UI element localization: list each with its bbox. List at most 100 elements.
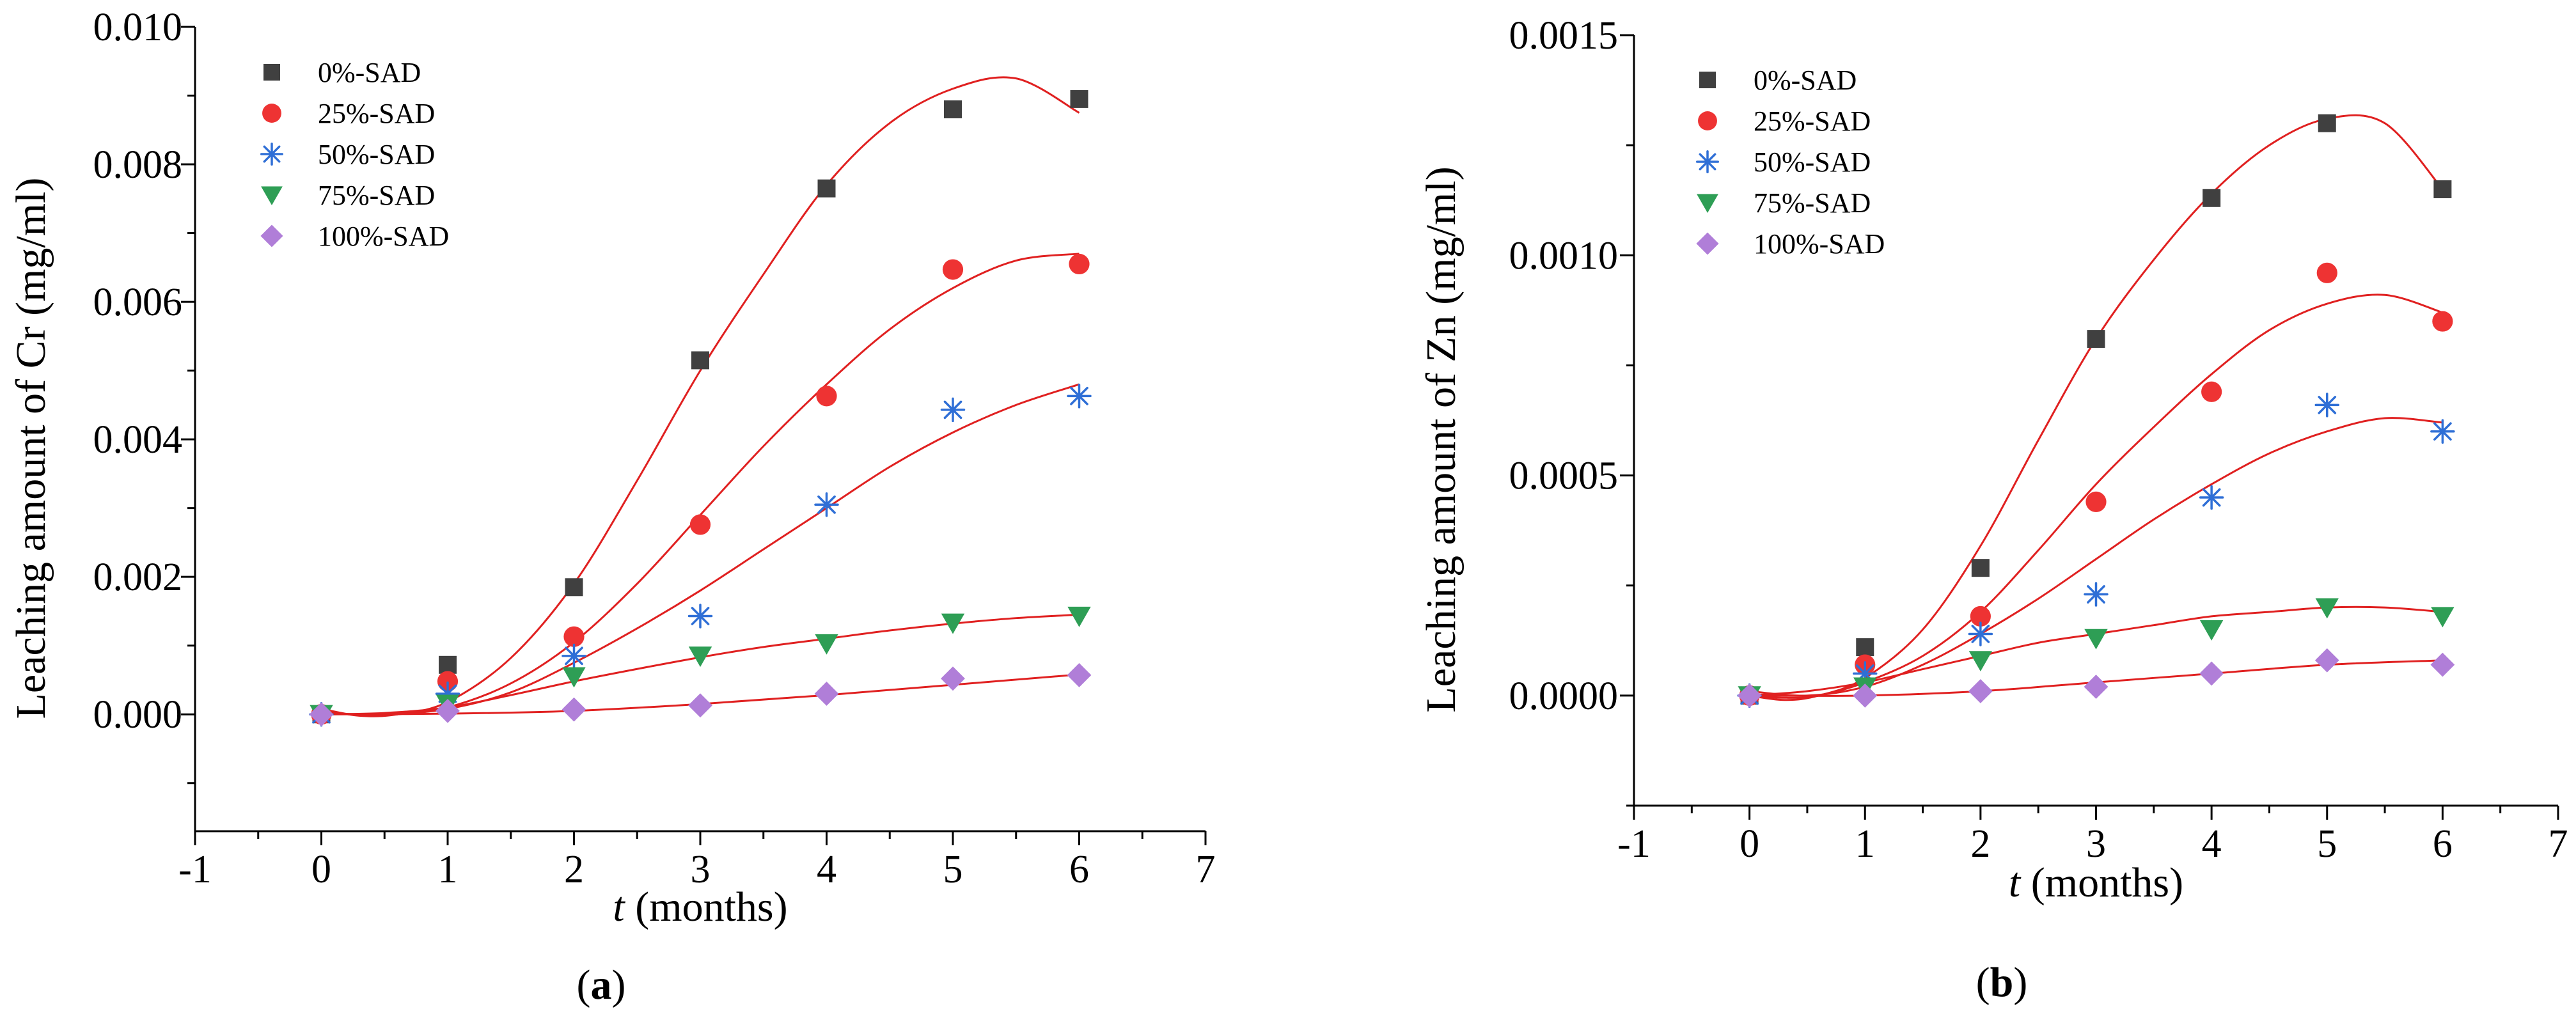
- marker-asterisk: [1067, 384, 1092, 409]
- marker-diamond: [309, 702, 334, 727]
- marker-diamond: [260, 224, 283, 247]
- marker-diamond: [436, 698, 460, 723]
- x-axis-label: t (months): [2009, 859, 2183, 906]
- marker-asterisk: [562, 643, 586, 669]
- y-tick-label: 0.000: [93, 693, 183, 737]
- marker-triangle: [941, 613, 965, 634]
- marker-asterisk: [260, 143, 283, 166]
- asterisk-stroke: [817, 495, 836, 514]
- asterisk-stroke: [943, 400, 962, 419]
- y-axis-label: Leaching amount of Cr (mg/ml): [8, 178, 54, 719]
- marker-square: [817, 179, 836, 198]
- marker-asterisk: [687, 604, 713, 629]
- y-tick-label: 0.006: [93, 281, 183, 324]
- marker-circle: [942, 259, 964, 280]
- x-tick-label: 1: [438, 848, 458, 891]
- y-tick-label: 0.0000: [1509, 675, 1619, 718]
- marker-triangle: [261, 186, 283, 206]
- marker-triangle: [2084, 629, 2108, 650]
- asterisk-stroke: [565, 646, 583, 666]
- caption-open: (: [577, 962, 591, 1008]
- x-tick-label: 3: [2086, 822, 2106, 866]
- marker-square: [944, 100, 962, 119]
- marker-circle: [1698, 111, 1717, 130]
- marker-circle: [2201, 381, 2222, 402]
- marker-square: [2203, 189, 2221, 207]
- marker-circle: [262, 104, 281, 123]
- marker-triangle: [562, 667, 586, 688]
- marker-diamond: [1737, 683, 1762, 708]
- asterisk-stroke: [2433, 422, 2452, 441]
- asterisk-stroke: [2318, 396, 2337, 414]
- x-tick-label: -1: [178, 848, 212, 891]
- x-tick-label: 0: [1740, 822, 1759, 866]
- marker-asterisk: [1968, 621, 1993, 646]
- caption-letter: a: [591, 962, 612, 1008]
- marker-square: [2087, 330, 2105, 348]
- legend-label: 75%-SAD: [318, 180, 435, 211]
- marker-asterisk: [2314, 393, 2339, 418]
- marker-circle: [2432, 311, 2453, 332]
- marker-diamond: [562, 697, 586, 722]
- caption-letter: b: [1990, 959, 2014, 1006]
- marker-circle: [437, 671, 459, 692]
- y-tick-label: 0.010: [93, 6, 183, 49]
- y-tick-label: 0.008: [93, 143, 183, 187]
- marker-asterisk: [2199, 485, 2224, 510]
- marker-asterisk: [814, 492, 839, 517]
- x-axis-label-symbol: t: [2009, 859, 2022, 906]
- marker-diamond: [1968, 679, 1993, 703]
- x-tick-label: 1: [1855, 822, 1875, 866]
- marker-circle: [1970, 606, 1991, 627]
- panel-caption: (b): [1976, 959, 2028, 1006]
- x-tick-label: 2: [1970, 822, 1990, 866]
- y-tick-label: 0.004: [93, 418, 183, 462]
- asterisk-stroke: [2202, 488, 2221, 507]
- fit-curve: [321, 76, 1080, 717]
- legend-label: 100%-SAD: [318, 221, 449, 252]
- panel-caption: (a): [577, 962, 626, 1008]
- asterisk-stroke: [263, 145, 281, 163]
- x-tick-label: 4: [817, 848, 836, 891]
- x-tick-label: 3: [691, 848, 711, 891]
- marker-diamond: [1696, 232, 1719, 255]
- marker-diamond: [814, 682, 839, 706]
- x-axis-label-symbol: t: [613, 884, 625, 930]
- asterisk-stroke: [1971, 625, 1990, 643]
- marker-triangle: [1968, 651, 1993, 672]
- panel-b: -1 0 1 2 3 4 5 6 7 0.0000 0.0005 0.0010 0.0015 t (mon…: [1418, 14, 2568, 1006]
- caption-close: ): [2013, 959, 2027, 1006]
- marker-square: [1699, 72, 1716, 88]
- y-tick-label: 0.0005: [1509, 455, 1619, 498]
- x-tick-label: 7: [1196, 848, 1216, 891]
- y-tick-label: 0.002: [93, 556, 183, 599]
- marker-square: [565, 578, 583, 597]
- marker-circle: [689, 514, 711, 535]
- x-tick-label: -1: [1617, 822, 1651, 866]
- y-tick-label: 0.0010: [1509, 234, 1619, 277]
- marker-square: [1070, 90, 1088, 108]
- caption-open: (: [1976, 959, 1990, 1006]
- marker-asterisk: [1696, 150, 1719, 173]
- marker-circle: [2316, 262, 2337, 283]
- marker-triangle: [1067, 606, 1091, 627]
- marker-square: [439, 655, 457, 674]
- marker-diamond: [2430, 652, 2455, 677]
- marker-circle: [1069, 253, 1090, 275]
- x-axis-label-unit: (months): [2020, 859, 2183, 906]
- x-tick-label: 4: [2202, 822, 2222, 866]
- x-tick-label: 0: [311, 848, 331, 891]
- x-tick-label: 5: [943, 848, 963, 891]
- x-tick-label: 2: [564, 848, 584, 891]
- marker-square: [2433, 180, 2452, 198]
- legend-label: 25%-SAD: [1754, 106, 1871, 137]
- marker-square: [263, 64, 280, 81]
- marker-diamond: [1067, 663, 1092, 687]
- marker-circle: [2085, 491, 2107, 512]
- asterisk-stroke: [691, 607, 710, 625]
- x-tick-label: 7: [2549, 822, 2568, 866]
- x-axis-label: t (months): [613, 884, 787, 930]
- x-tick-label: 6: [1069, 848, 1089, 891]
- legend-label: 0%-SAD: [1754, 65, 1857, 96]
